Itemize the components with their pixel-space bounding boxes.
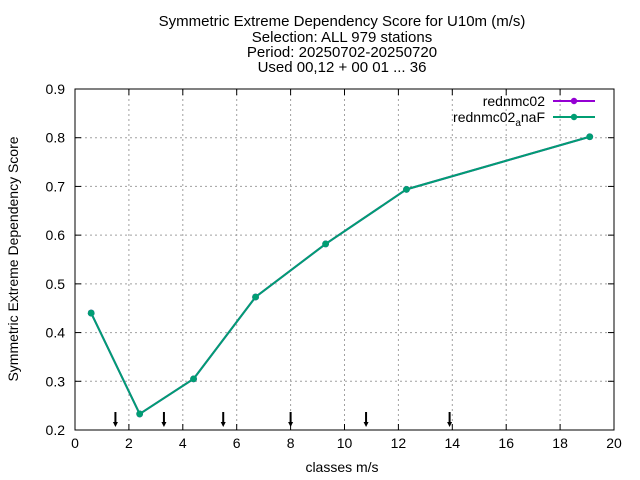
class-boundary-arrowhead <box>363 422 369 427</box>
series-layer <box>87 133 594 418</box>
axis-ticks: 0 2 4 6 8 10 12 14 16 18 20 0.2 0.3 0.4 0.5 0.6 0.7 0.8 0.… <box>46 81 622 451</box>
series-2-point <box>252 293 259 301</box>
x-tick-label: 18 <box>552 435 568 451</box>
y-axis-label: Symmetric Extreme Dependency Score <box>5 136 21 381</box>
class-boundary-markers <box>112 412 453 427</box>
series-line-1 <box>90 135 591 416</box>
legend: rednmc02 rednmc02anaF <box>453 93 595 129</box>
x-tick-label: 4 <box>179 435 187 451</box>
x-tick-label: 0 <box>71 435 79 451</box>
legend-label-2-suffix: naF <box>521 109 545 125</box>
series-2-point <box>586 133 594 141</box>
class-boundary-arrowhead <box>112 422 118 427</box>
class-boundary-arrowhead <box>161 422 167 427</box>
title-line-4: Used 00,12 + 00 01 ... 36 <box>258 59 427 76</box>
legend-label-2-sub: a <box>515 118 521 129</box>
y-tick-label: 0.4 <box>46 325 66 341</box>
class-boundary-arrowhead <box>220 422 226 427</box>
y-tick-label: 0.3 <box>46 373 66 389</box>
legend-label-1: rednmc02 <box>483 93 545 109</box>
series-2-point <box>87 309 95 317</box>
y-tick-label: 0.5 <box>46 276 66 292</box>
x-tick-label: 14 <box>445 435 461 451</box>
series-2-point <box>403 185 410 193</box>
class-boundary-arrowhead <box>447 422 453 427</box>
grid-lines <box>75 89 614 430</box>
x-tick-label: 10 <box>337 435 353 451</box>
y-tick-label: 0.2 <box>46 422 66 438</box>
x-axis-label: classes m/s <box>305 459 378 475</box>
series-2-point <box>190 375 197 383</box>
title-line-1: Symmetric Extreme Dependency Score for U… <box>159 13 526 30</box>
legend-marker-1 <box>570 97 578 105</box>
x-tick-label: 12 <box>391 435 407 451</box>
x-tick-label: 16 <box>498 435 514 451</box>
title-line-3: Period: 20250702-20250720 <box>247 44 437 61</box>
x-tick-label: 2 <box>125 435 133 451</box>
y-tick-label: 0.6 <box>46 227 66 243</box>
series-line-2 <box>90 135 591 416</box>
x-tick-label: 8 <box>287 435 295 451</box>
title-line-2: Selection: ALL 979 stations <box>252 29 432 46</box>
chart-title: Symmetric Extreme Dependency Score for U… <box>159 13 526 76</box>
y-tick-label: 0.9 <box>46 81 66 97</box>
x-tick-label: 6 <box>233 435 241 451</box>
y-tick-label: 0.8 <box>46 130 66 146</box>
x-tick-label: 20 <box>606 435 622 451</box>
series-2-point <box>136 410 144 418</box>
legend-label-2-main: rednmc02 <box>453 109 515 125</box>
series-2-point <box>322 240 330 248</box>
legend-label-2: rednmc02anaF <box>453 109 545 129</box>
y-tick-label: 0.7 <box>46 178 66 194</box>
legend-marker-2 <box>570 113 578 121</box>
